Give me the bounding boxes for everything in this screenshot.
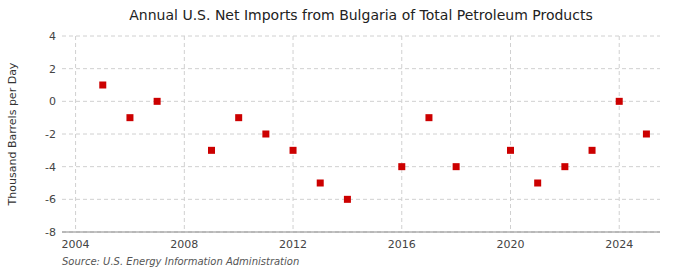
point xyxy=(290,147,297,154)
annotation: Source: U.S. Energy Information Administ… xyxy=(62,256,299,267)
x-tick-label: 2016 xyxy=(388,238,416,251)
x-axis-line xyxy=(62,232,660,233)
y-grid-line xyxy=(62,166,660,167)
point xyxy=(453,163,460,170)
point xyxy=(534,180,541,187)
y-tick-label: 0 xyxy=(49,95,56,108)
point xyxy=(425,114,432,121)
chart: Annual U.S. Net Imports from Bulgaria of… xyxy=(0,0,675,275)
point xyxy=(616,98,623,105)
y-grid-line xyxy=(62,36,660,37)
y-tick-label: -2 xyxy=(45,128,56,141)
x-grid-line xyxy=(510,36,511,232)
x-grid-line xyxy=(75,36,76,232)
point xyxy=(589,147,596,154)
y-label: Thousand Barrels per Day xyxy=(6,62,19,206)
x-grid-line xyxy=(184,36,185,232)
point xyxy=(126,114,133,121)
x-grid-line xyxy=(401,36,402,232)
y-tick-label: 2 xyxy=(49,63,56,76)
y-tick-label: -6 xyxy=(45,193,56,206)
title: Annual U.S. Net Imports from Bulgaria of… xyxy=(129,7,592,23)
x-grid-line xyxy=(293,36,294,232)
point xyxy=(99,82,106,89)
point xyxy=(208,147,215,154)
x-tick-label: 2004 xyxy=(62,238,90,251)
point xyxy=(507,147,514,154)
y-grid-line xyxy=(62,134,660,135)
y-grid-line xyxy=(62,101,660,102)
point xyxy=(344,196,351,203)
grid xyxy=(62,36,660,232)
y-tick-label: -8 xyxy=(45,226,56,239)
point xyxy=(643,131,650,138)
y-tick-label: 4 xyxy=(49,30,56,43)
y-grid-line xyxy=(62,232,660,233)
point xyxy=(262,131,269,138)
point xyxy=(154,98,161,105)
x-grid-line xyxy=(619,36,620,232)
y-grid-line xyxy=(62,68,660,69)
x-tick-label: 2020 xyxy=(497,238,525,251)
point xyxy=(561,163,568,170)
x-tick-label: 2012 xyxy=(279,238,307,251)
x-tick-label: 2008 xyxy=(170,238,198,251)
point xyxy=(398,163,405,170)
point xyxy=(235,114,242,121)
y-grid-line xyxy=(62,199,660,200)
points xyxy=(99,82,650,203)
y-tick-label: -4 xyxy=(45,161,56,174)
x-tick-label: 2024 xyxy=(605,238,633,251)
point xyxy=(317,180,324,187)
